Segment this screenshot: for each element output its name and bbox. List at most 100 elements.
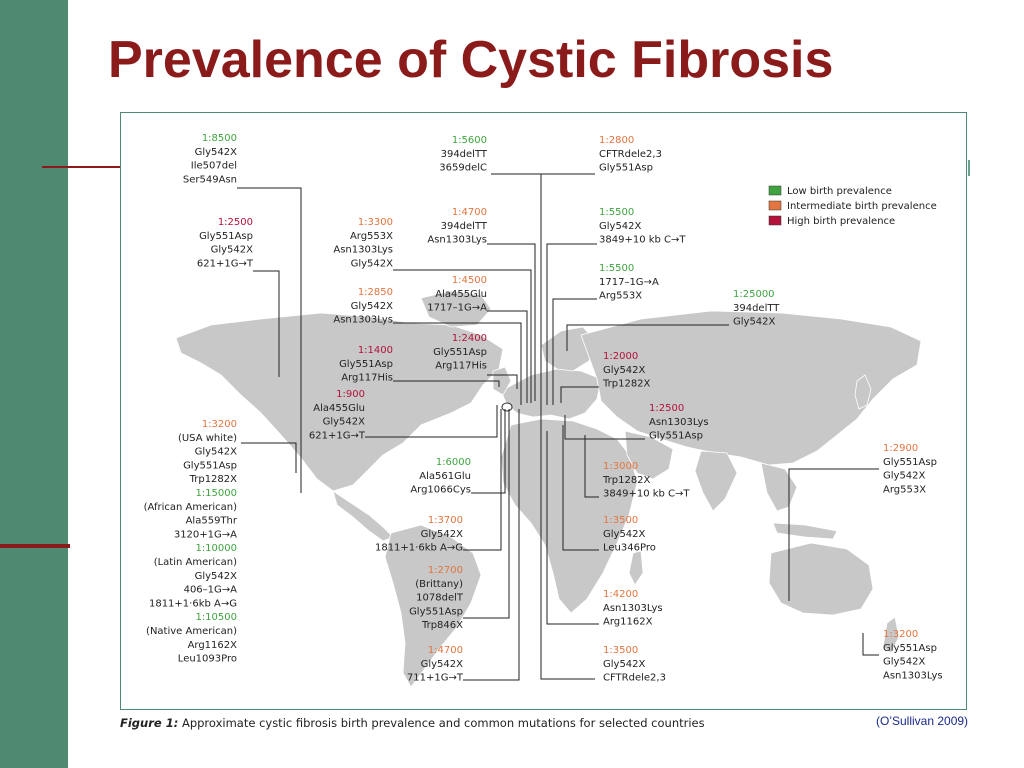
mutation-group-z: 1:2900 Gly551Asp Gly542X Arg553X — [883, 443, 937, 495]
leader-f — [393, 380, 500, 387]
mutation-label: Ala455Glu — [435, 289, 487, 300]
mutation-label: Asn1303Lys — [883, 670, 943, 681]
legend-high-label: High birth prevalence — [787, 216, 895, 227]
citation: (O’Sullivan 2009) — [876, 714, 969, 728]
prevalence-ratio-label: 1:3200 — [202, 419, 237, 430]
mutation-label: Arg117His — [435, 361, 487, 372]
mutation-label: Gly551Asp — [339, 359, 393, 370]
prevalence-ratio-label: 1:3500 — [603, 645, 638, 656]
mutation-label: Arg553X — [883, 484, 926, 495]
new-zealand-landmass — [882, 616, 900, 654]
mutation-label: Gly551Asp — [599, 163, 653, 174]
mutation-label: Gly542X — [195, 571, 238, 582]
prevalence-ratio-label: 1:5500 — [599, 207, 634, 218]
leader-aa — [862, 633, 879, 656]
leader-w — [562, 425, 599, 551]
prevalence-ratio-label: 1:25000 — [733, 289, 775, 300]
mutation-label: 1811+1·6kb A→G — [375, 543, 463, 554]
mutation-label: 621+1G→T — [197, 258, 254, 269]
mutation-label: Gly542X — [733, 317, 776, 328]
mutation-group-n: 1:2700 (Brittany) 1078delT Gly551Asp Trp846X — [409, 565, 464, 631]
mutation-group-f: 1:1400 Gly551Asp Arg117His — [339, 345, 393, 384]
mutation-label: Gly542X — [421, 529, 464, 540]
mutation-label: 1811+1·6kb A→G — [149, 598, 237, 609]
madagascar-landmass — [628, 550, 644, 586]
prevalence-ratio-label: 1:2900 — [883, 443, 918, 454]
mutation-label: Arg1066Cys — [410, 485, 471, 496]
prevalence-ratio-label: 1:2700 — [428, 565, 463, 576]
prevalence-ratio-label: 1:3300 — [358, 217, 393, 228]
leader-lines — [237, 173, 879, 681]
legend-swatch-intermediate — [768, 200, 782, 211]
prevalence-ratio-label: 1:2850 — [358, 287, 393, 298]
mutation-label: Trp846X — [421, 620, 463, 631]
mutation-group-b: 1:2500 Gly551Asp Gly542X 621+1G→T — [197, 217, 254, 269]
mutation-label: Arg1162X — [188, 640, 238, 651]
mutation-group-h: 1:4700 394delTT Asn1303Lys — [427, 207, 488, 246]
mutation-label: Ala561Glu — [419, 471, 471, 482]
prevalence-ratio-label: 1:4500 — [452, 275, 487, 286]
north-america-landmass — [175, 312, 504, 492]
leader-n — [463, 409, 510, 619]
mutation-group-x: 1:4200 Asn1303Lys Arg1162X — [603, 589, 663, 628]
prevalence-ratio-label: 1:1400 — [358, 345, 393, 356]
leader-k — [365, 405, 498, 438]
mutation-label: Ala559Thr — [186, 516, 238, 527]
leader-e — [393, 322, 522, 405]
mutation-label: 1717–1G→A — [599, 277, 659, 288]
mutation-label: Gly542X — [421, 659, 464, 670]
leader-o1 — [463, 409, 520, 681]
leader-j — [487, 374, 518, 389]
prevalence-ratio-label: 1:10500 — [195, 612, 237, 623]
leader-s — [566, 324, 729, 351]
mutation-label: 3120+1G→A — [174, 529, 237, 540]
mutation-group-t: 1:2000 Gly542X Trp1282X — [602, 351, 651, 390]
mutation-label: Gly551Asp — [183, 460, 237, 471]
mutation-label: Arg553X — [599, 291, 642, 302]
mutation-group-i: 1:4500 Ala455Glu 1717–1G→A — [427, 275, 487, 314]
legend-swatch-low — [768, 185, 782, 196]
mutation-label: (Brittany) — [415, 579, 463, 590]
mutation-label: Gly542X — [603, 365, 646, 376]
prevalence-ratio-label: 1:5600 — [452, 135, 487, 146]
europe-landmass — [500, 368, 602, 420]
southeast-asia-landmass — [760, 462, 798, 512]
mutation-label: 1717–1G→A — [427, 303, 487, 314]
mutation-label: CFTRdele2,3 — [599, 149, 662, 160]
prevalence-ratio-label: 1:8500 — [202, 133, 237, 144]
asia-landmass — [580, 310, 922, 466]
mutation-group-m: 1:3700 Gly542X 1811+1·6kb A→G — [375, 515, 463, 554]
figure-caption-label: Figure 1: — [120, 716, 179, 730]
prevalence-ratio-label: 1:15000 — [195, 488, 237, 499]
leader-i — [487, 310, 528, 403]
mutation-group-e: 1:2850 Gly542X Asn1303Lys — [333, 287, 393, 326]
leader-q — [546, 243, 597, 405]
mutation-group-r1: 1:5500 1717–1G→A Arg553X — [599, 263, 659, 302]
mutation-group-k: 1:900 Ala455Glu Gly542X 621+1G→T — [309, 389, 366, 441]
mutation-label: CFTRdele2,3 — [603, 673, 666, 684]
indonesia-landmass — [772, 522, 838, 540]
mutation-label: Gly542X — [323, 417, 366, 428]
mutation-label: Gly542X — [599, 221, 642, 232]
mutation-label: 1078delT — [416, 593, 464, 604]
australia-landmass — [768, 542, 874, 616]
mutation-label: Ile507del — [191, 161, 237, 172]
arabia-landmass — [624, 430, 674, 480]
mutation-group-d: 1:3300 Arg553X Asn1303Lys Gly542X — [333, 217, 393, 269]
mutation-label: Trp1282X — [602, 379, 651, 390]
mutation-label: Gly542X — [603, 659, 646, 670]
scandinavia-landmass — [540, 326, 596, 372]
mutation-label: Gly551Asp — [199, 231, 253, 242]
leader-c — [241, 442, 297, 473]
leader-m — [463, 409, 502, 551]
mutation-labels: 1:8500 Gly542X Ile507del Ser549Asn 1:2500 Gly… — [144, 133, 943, 684]
mutation-label: Gly542X — [351, 258, 394, 269]
prevalence-ratio-label: 1:900 — [336, 389, 365, 400]
mutation-group-j: 1:2400 Gly551Asp Arg117His — [433, 333, 487, 372]
south-america-landmass — [384, 524, 482, 688]
mutation-group-w: 1:3500 Gly542X Leu346Pro — [603, 515, 656, 554]
mutation-group-a: 1:8500 Gly542X Ile507del Ser549Asn — [183, 133, 237, 185]
mutation-label: 3849+10 kb C→T — [603, 489, 690, 500]
figure-caption-text: Approximate cystic fibrosis birth preval… — [181, 716, 705, 730]
british-isles-landmass — [492, 366, 512, 396]
